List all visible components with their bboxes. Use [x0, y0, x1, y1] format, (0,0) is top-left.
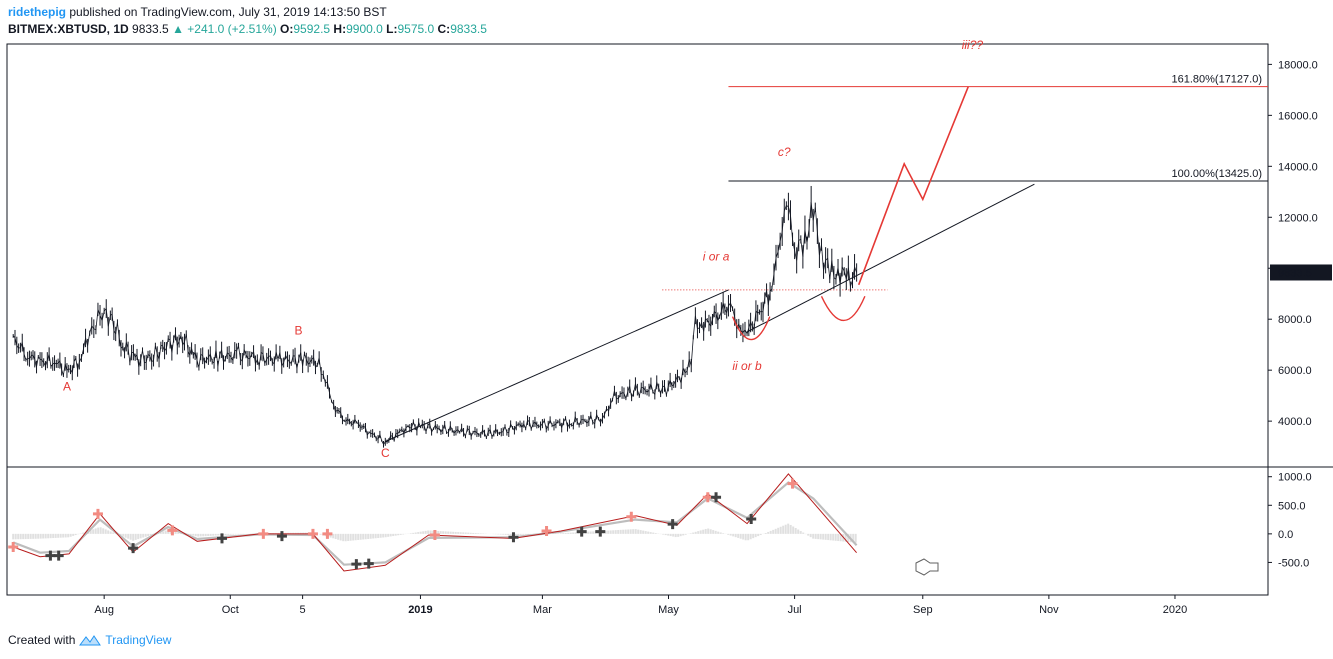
time-tick-label: Sep: [913, 604, 933, 616]
wave-annotations: A B Ci or a ii or b c? iii??: [63, 38, 983, 460]
osc-cross-down-marker: [53, 550, 64, 561]
created-with-label: Created with: [8, 633, 76, 647]
price-line: [12, 201, 857, 446]
wave-label: ii or b: [732, 359, 762, 373]
footer: Created with TradingView: [8, 633, 171, 647]
wave-label: iii??: [962, 38, 984, 52]
osc-macd-line: [13, 473, 857, 572]
chart-frame: [6, 43, 1269, 596]
trendline: [385, 289, 729, 442]
osc-cross-up-marker: [258, 528, 269, 539]
osc-cross-down-marker: [711, 492, 722, 503]
high-value: 9900.0: [346, 22, 383, 36]
arc-ii: [731, 316, 771, 341]
osc-cross-up-marker: [8, 542, 19, 552]
time-tick-label: Mar: [533, 604, 552, 616]
osc-cross-down-marker: [363, 558, 374, 569]
time-tick-label: May: [658, 604, 679, 616]
price-tick-label: 16000.0: [1278, 110, 1318, 122]
fib-level-label: 100.00%(13425.0): [1171, 168, 1262, 180]
high-label: H:: [333, 22, 347, 36]
osc-cross-up-marker: [307, 528, 318, 539]
ohlc-line: BITMEX:XBTUSD, 1D 9833.5 ▲ +241.0 (+2.51…: [8, 21, 487, 38]
pointer-hand-icon: [915, 558, 939, 576]
fib-level-label: 161.80%(17127.0): [1171, 74, 1262, 86]
osc-tick-label: 1000.0: [1278, 472, 1312, 484]
close-label: C:: [437, 22, 451, 36]
osc-cross-down-marker: [216, 533, 227, 544]
osc-tick-label: 500.0: [1278, 500, 1306, 512]
open-label: O:: [280, 22, 294, 36]
publish-info: published on TradingView.com, July 31, 2…: [69, 5, 387, 19]
osc-cross-down-marker: [746, 514, 757, 524]
projection-line: [857, 86, 970, 286]
fib-levels: 161.80%(17127.0) 100.00%(13425.0): [662, 74, 1268, 291]
osc-cross-up-marker: [322, 528, 333, 539]
oscillator-pane: [8, 473, 939, 576]
osc-cross-down-marker: [595, 526, 606, 537]
osc-tick-label: 0.0: [1278, 529, 1293, 541]
price-tick-label: 6000.0: [1278, 365, 1312, 377]
wave-label: B: [294, 323, 302, 337]
osc-cross-up-marker: [167, 525, 178, 536]
author-name[interactable]: ridethepig: [8, 5, 67, 19]
tradingview-brand[interactable]: TradingView: [105, 633, 172, 647]
axes: 4000.06000.08000.010000.012000.014000.01…: [94, 59, 1332, 616]
price-tick-label: 18000.0: [1278, 59, 1318, 71]
osc-signal-line: [12, 481, 858, 566]
time-tick-label: 2019: [408, 604, 432, 616]
osc-tick-label: -500.0: [1278, 557, 1309, 569]
trendline: [746, 183, 1035, 333]
time-tick-label: Nov: [1039, 604, 1059, 616]
price-series: [12, 185, 858, 448]
osc-cross-down-marker: [276, 531, 287, 542]
last-price-tag-label: 9833.5: [1278, 267, 1312, 279]
wave-label: A: [63, 380, 71, 394]
price-tick-label: 12000.0: [1278, 212, 1318, 224]
arc-current: [820, 295, 866, 322]
close-value: 9833.5: [450, 22, 487, 36]
osc-cross-up-marker: [541, 526, 552, 536]
wave-label: c?: [778, 145, 791, 159]
publish-line: ridethepig published on TradingView.com,…: [8, 4, 487, 21]
osc-cross-up-marker: [92, 508, 103, 519]
price-change: ▲ +241.0 (+2.51%): [172, 22, 277, 36]
last-price-tag: [1270, 264, 1332, 281]
osc-cross-down-marker: [128, 543, 139, 554]
chart-header: ridethepig published on TradingView.com,…: [8, 4, 487, 38]
wave-label: C: [381, 446, 390, 460]
osc-cross-down-marker: [351, 559, 362, 570]
osc-cross-down-marker: [576, 526, 587, 537]
time-tick-label: 2020: [1163, 604, 1187, 616]
last-price: 9833.5: [132, 22, 169, 36]
low-value: 9575.0: [397, 22, 435, 36]
chart-panes: [6, 43, 1333, 596]
trendlines: [385, 183, 1035, 442]
symbol-label: BITMEX:XBTUSD, 1D: [8, 22, 129, 36]
osc-cross-up-marker: [787, 478, 798, 489]
price-tick-label: 4000.0: [1278, 416, 1312, 428]
low-label: L:: [386, 22, 398, 36]
price-tick-label: 8000.0: [1278, 314, 1312, 326]
open-value: 9592.5: [293, 22, 331, 36]
wave-label: i or a: [703, 250, 730, 264]
time-tick-label: 5: [300, 604, 306, 616]
osc-cross-down-marker: [508, 532, 519, 543]
osc-cross-up-marker: [626, 511, 637, 522]
time-tick-label: Oct: [222, 604, 239, 616]
time-tick-label: Jul: [788, 604, 802, 616]
tradingview-logo-icon: [79, 635, 102, 646]
projection-path: [731, 86, 970, 341]
osc-cross-down-marker: [667, 519, 678, 530]
osc-cross-up-marker: [429, 530, 440, 540]
time-tick-label: Aug: [94, 604, 114, 616]
price-tick-label: 14000.0: [1278, 161, 1318, 173]
